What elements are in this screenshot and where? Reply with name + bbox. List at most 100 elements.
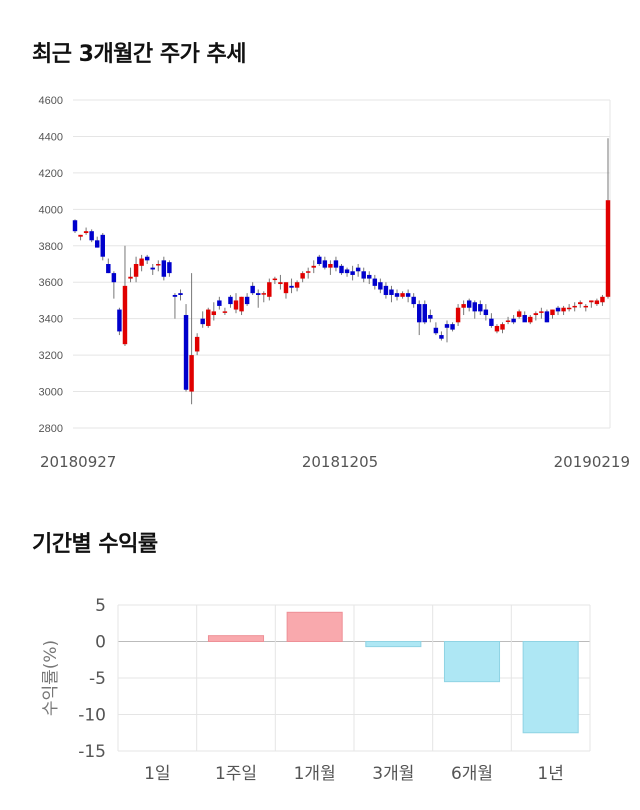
price-y-tick-label: 3800 — [39, 241, 63, 253]
candle-body — [450, 324, 455, 330]
candle-body — [228, 296, 233, 305]
candle-body — [106, 264, 111, 274]
candle-body — [278, 282, 283, 285]
candle-body — [594, 300, 600, 305]
returns-chart-grid — [117, 604, 591, 752]
candle-body — [161, 260, 167, 277]
candle-body — [578, 302, 583, 305]
candle-body — [294, 282, 300, 288]
returns-x-tick-label: 1일 — [144, 764, 170, 784]
candle-body — [572, 305, 577, 308]
candle-body — [150, 267, 155, 270]
returns-y-axis-label: 수익률(%) — [41, 640, 61, 716]
candle-body — [283, 282, 289, 294]
candle-body — [600, 296, 605, 303]
returns-bar — [365, 641, 422, 648]
candle-body — [178, 293, 183, 295]
candle-body — [472, 302, 477, 312]
candle-body — [461, 304, 466, 308]
candle-body — [222, 311, 228, 313]
candle-body — [389, 289, 394, 295]
candle-body — [355, 267, 361, 272]
price-x-tick-label: 20190219 — [554, 453, 630, 471]
candle-body — [444, 324, 450, 328]
candle-body — [522, 315, 527, 323]
returns-y-tick-label: -5 — [89, 669, 106, 689]
returns-chart-y-ticks: 5 0 -5 -10 -15 — [78, 596, 106, 762]
candle-body — [255, 293, 261, 295]
candle-body — [261, 293, 266, 295]
price-y-tick-label: 4000 — [39, 204, 63, 216]
candle-body — [489, 318, 494, 326]
candle-body — [322, 260, 328, 268]
candle-body — [144, 256, 150, 261]
returns-x-tick-label: 1개월 — [294, 764, 336, 784]
price-y-tick-label: 4200 — [39, 168, 63, 180]
candle-body — [117, 309, 122, 332]
price-chart-y-ticks: 2800 3000 3200 3400 3600 3800 4000 4200 4400 4600 — [39, 95, 63, 435]
price-y-tick-label: 3600 — [39, 277, 63, 289]
candle-body — [206, 309, 211, 326]
price-y-tick-label: 3400 — [39, 314, 63, 326]
candle-body — [78, 234, 83, 237]
returns-y-tick-label: -10 — [78, 706, 106, 726]
candle-body — [439, 335, 444, 339]
candle-body — [250, 285, 255, 294]
price-chart-title: 최근 3개월간 주가 추세 — [32, 42, 246, 67]
candle-body — [500, 324, 505, 330]
candle-body — [511, 318, 516, 323]
candle-body — [72, 220, 78, 232]
candle-body — [505, 320, 511, 322]
candle-body — [372, 278, 378, 286]
candle-body — [400, 293, 405, 297]
returns-bar — [522, 641, 579, 734]
candle-body — [422, 304, 428, 323]
candle-body — [156, 264, 161, 266]
candle-body — [183, 315, 189, 390]
candle-body — [378, 282, 383, 290]
candle-body — [317, 256, 322, 264]
candle-body — [311, 265, 316, 268]
candle-body — [122, 285, 128, 345]
price-candlestick-chart: 2800 3000 3200 3400 3600 3800 4000 4200 4400 4600… — [39, 95, 630, 471]
returns-x-tick-label: 1주일 — [215, 764, 257, 784]
price-y-tick-label: 3200 — [39, 350, 63, 362]
returns-y-tick-label: 5 — [95, 596, 106, 616]
candle-body — [561, 307, 566, 312]
candle-body — [133, 264, 139, 277]
candle-body — [111, 273, 117, 283]
candle-body — [478, 304, 483, 312]
candle-body — [233, 300, 239, 310]
returns-y-tick-label: -15 — [78, 742, 106, 762]
candle-body — [550, 309, 555, 316]
candle-body — [211, 311, 217, 316]
candle-body — [466, 300, 472, 308]
price-x-tick-label: 20180927 — [40, 453, 116, 471]
candle-body — [300, 273, 305, 279]
price-y-tick-label: 3000 — [39, 387, 63, 399]
candle-body — [566, 307, 572, 310]
candle-body — [483, 309, 489, 316]
returns-x-tick-label: 3개월 — [372, 764, 414, 784]
candle-body — [167, 262, 172, 274]
candle-body — [394, 293, 400, 297]
candle-body — [344, 269, 350, 274]
price-y-tick-label: 4400 — [39, 131, 63, 143]
candle-body — [305, 271, 311, 273]
candle-body — [200, 318, 205, 325]
candle-body — [194, 336, 200, 352]
candle-body — [100, 234, 105, 257]
candle-body — [428, 315, 433, 319]
returns-bar — [207, 635, 265, 642]
candle-body — [516, 311, 522, 317]
price-y-tick-label: 2800 — [39, 423, 63, 435]
candle-body — [239, 296, 244, 312]
candle-body — [272, 278, 278, 281]
returns-bar — [286, 611, 343, 642]
candle-body — [361, 271, 366, 279]
candle-body — [528, 316, 533, 323]
candle-body — [383, 285, 389, 295]
candle-body — [339, 265, 344, 274]
price-x-tick-label: 20181205 — [302, 453, 378, 471]
returns-chart-title: 기간별 수익률 — [32, 532, 158, 557]
